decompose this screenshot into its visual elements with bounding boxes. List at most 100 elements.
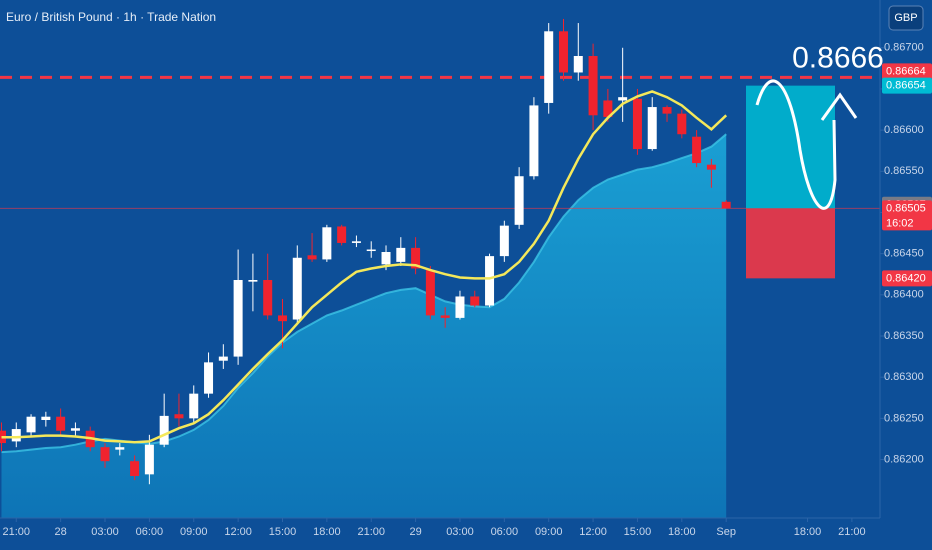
candle-body xyxy=(485,256,495,306)
price-badge-box xyxy=(882,200,932,231)
y-tick-label: 0.86450 xyxy=(884,248,924,260)
candle-body xyxy=(618,97,628,101)
x-tick-label: 18:00 xyxy=(794,526,822,538)
candle-body xyxy=(248,280,258,282)
candle-body xyxy=(647,107,657,150)
candle-body xyxy=(544,31,554,103)
candle-body xyxy=(514,176,524,225)
price-badge-box xyxy=(882,63,932,80)
price-badge: 0.86654 xyxy=(882,77,932,94)
y-tick-label: 0.86400 xyxy=(884,289,924,301)
candle-body xyxy=(26,416,36,433)
x-tick-label: 18:00 xyxy=(668,526,696,538)
candle-body xyxy=(189,393,199,419)
candle-body xyxy=(322,227,332,260)
candle-body xyxy=(218,356,228,361)
candle-body xyxy=(573,56,583,73)
y-tick-label: 0.86600 xyxy=(884,124,924,136)
candle-body xyxy=(100,447,110,462)
candle-body xyxy=(662,107,672,114)
candle-body xyxy=(115,447,125,450)
candle-body xyxy=(204,362,214,394)
candle-body xyxy=(603,100,613,117)
candle-body xyxy=(337,226,347,243)
candle-body xyxy=(174,414,184,419)
candle-body xyxy=(263,280,273,316)
currency-button[interactable] xyxy=(888,5,924,31)
candle-body xyxy=(351,241,361,243)
x-tick-label: 29 xyxy=(409,526,421,538)
candle-body xyxy=(56,416,66,431)
x-tick-label: 21:00 xyxy=(3,526,31,538)
candle-body xyxy=(307,255,317,260)
x-tick-label: 12:00 xyxy=(224,526,252,538)
x-tick-label: Sep xyxy=(716,526,736,538)
candle-body xyxy=(41,416,51,420)
candle-body xyxy=(692,136,702,164)
x-tick-label: 18:00 xyxy=(313,526,341,538)
level-annotation: 0.8666 xyxy=(792,41,884,74)
candle-body xyxy=(381,252,391,265)
candle-body xyxy=(677,113,687,135)
y-tick-label: 0.86250 xyxy=(884,412,924,424)
price-badge: 0.86505 16:02 xyxy=(882,200,932,231)
candle-body xyxy=(529,105,539,177)
price-badge-label: 0.86420 xyxy=(886,272,926,284)
price-badge: 0.86664 xyxy=(882,63,932,80)
price-badge-box xyxy=(882,77,932,94)
candle-body xyxy=(277,315,287,322)
x-tick-label: 03:00 xyxy=(446,526,474,538)
candle-body xyxy=(159,415,169,445)
candle-body xyxy=(130,461,140,476)
candle-body xyxy=(721,201,731,209)
candle-body xyxy=(233,280,243,357)
x-tick-label: 06:00 xyxy=(136,526,164,538)
x-tick-label: 03:00 xyxy=(91,526,119,538)
x-tick-label: 09:00 xyxy=(535,526,563,538)
candle-body xyxy=(455,296,465,318)
y-tick-label: 0.86350 xyxy=(884,330,924,342)
wave-arrow xyxy=(755,79,858,210)
ma-line xyxy=(1,90,728,444)
candle-body xyxy=(144,444,154,475)
candle-body xyxy=(440,315,450,318)
candle-body xyxy=(11,429,21,442)
price-badge-label: 0.86664 xyxy=(886,65,926,77)
x-tick-label: 28 xyxy=(55,526,67,538)
price-badge-box xyxy=(882,270,932,287)
price-badge-label: 0.86505 xyxy=(886,202,926,214)
x-tick-label: 15:00 xyxy=(624,526,652,538)
candle-body xyxy=(499,225,509,257)
candle-body xyxy=(706,164,716,170)
countdown-label: 16:02 xyxy=(886,217,914,229)
x-tick-label: 15:00 xyxy=(269,526,297,538)
x-tick-label: 06:00 xyxy=(491,526,519,538)
y-tick-label: 0.86200 xyxy=(884,453,924,465)
candle-body xyxy=(425,270,435,316)
candle-body xyxy=(396,247,406,262)
plot-area xyxy=(0,18,880,518)
ma-area xyxy=(1,134,727,518)
y-tick-label: 0.86700 xyxy=(884,42,924,54)
candle-body xyxy=(558,31,568,73)
candle-body xyxy=(588,56,598,116)
price-badge: 0.86420 xyxy=(882,270,932,287)
chart-title: Euro / British Pound · 1h · Trade Nation xyxy=(6,10,216,24)
y-tick-label: 0.86550 xyxy=(884,165,924,177)
currency-label: GBP xyxy=(894,12,917,24)
candle-body xyxy=(70,428,80,431)
y-tick-label: 0.86300 xyxy=(884,371,924,383)
candle-body xyxy=(411,247,421,269)
candle-body xyxy=(366,249,376,252)
stop-zone xyxy=(746,208,835,279)
candle-body xyxy=(292,257,302,320)
x-tick-label: 09:00 xyxy=(180,526,208,538)
x-tick-label: 12:00 xyxy=(579,526,607,538)
price-badge-label: 0.86654 xyxy=(886,80,926,92)
candle-body xyxy=(470,296,480,306)
x-tick-label: 21:00 xyxy=(357,526,385,538)
candle-body xyxy=(632,98,642,150)
x-tick-label: 21:00 xyxy=(838,526,866,538)
